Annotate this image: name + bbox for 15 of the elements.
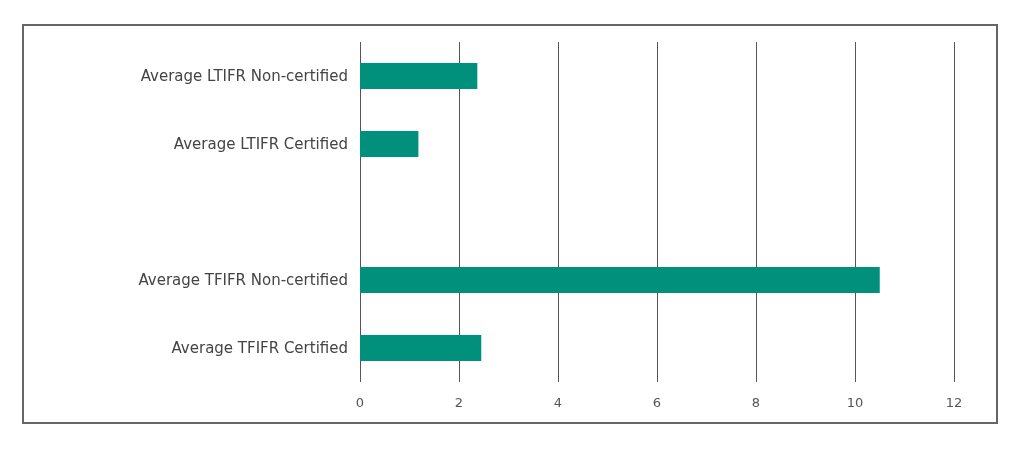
x-tick-label: 12 [945,395,963,410]
x-tick-label: 10 [846,395,864,410]
x-tick-label: 4 [553,395,563,410]
x-tick-label: 6 [652,395,662,410]
y-tick-label: Average TFIFR Certified [171,339,348,357]
x-tick-label: 0 [355,395,365,410]
bar [360,267,880,293]
x-tick-label: 8 [751,395,761,410]
y-tick-label: Average LTIFR Non-certified [140,67,348,85]
y-tick-label: Average LTIFR Certified [173,135,348,153]
x-tick-label: 2 [454,395,464,410]
bar [360,335,482,361]
bar [360,63,478,89]
y-tick-label: Average TFIFR Non-certified [138,271,348,289]
bar [360,131,419,157]
